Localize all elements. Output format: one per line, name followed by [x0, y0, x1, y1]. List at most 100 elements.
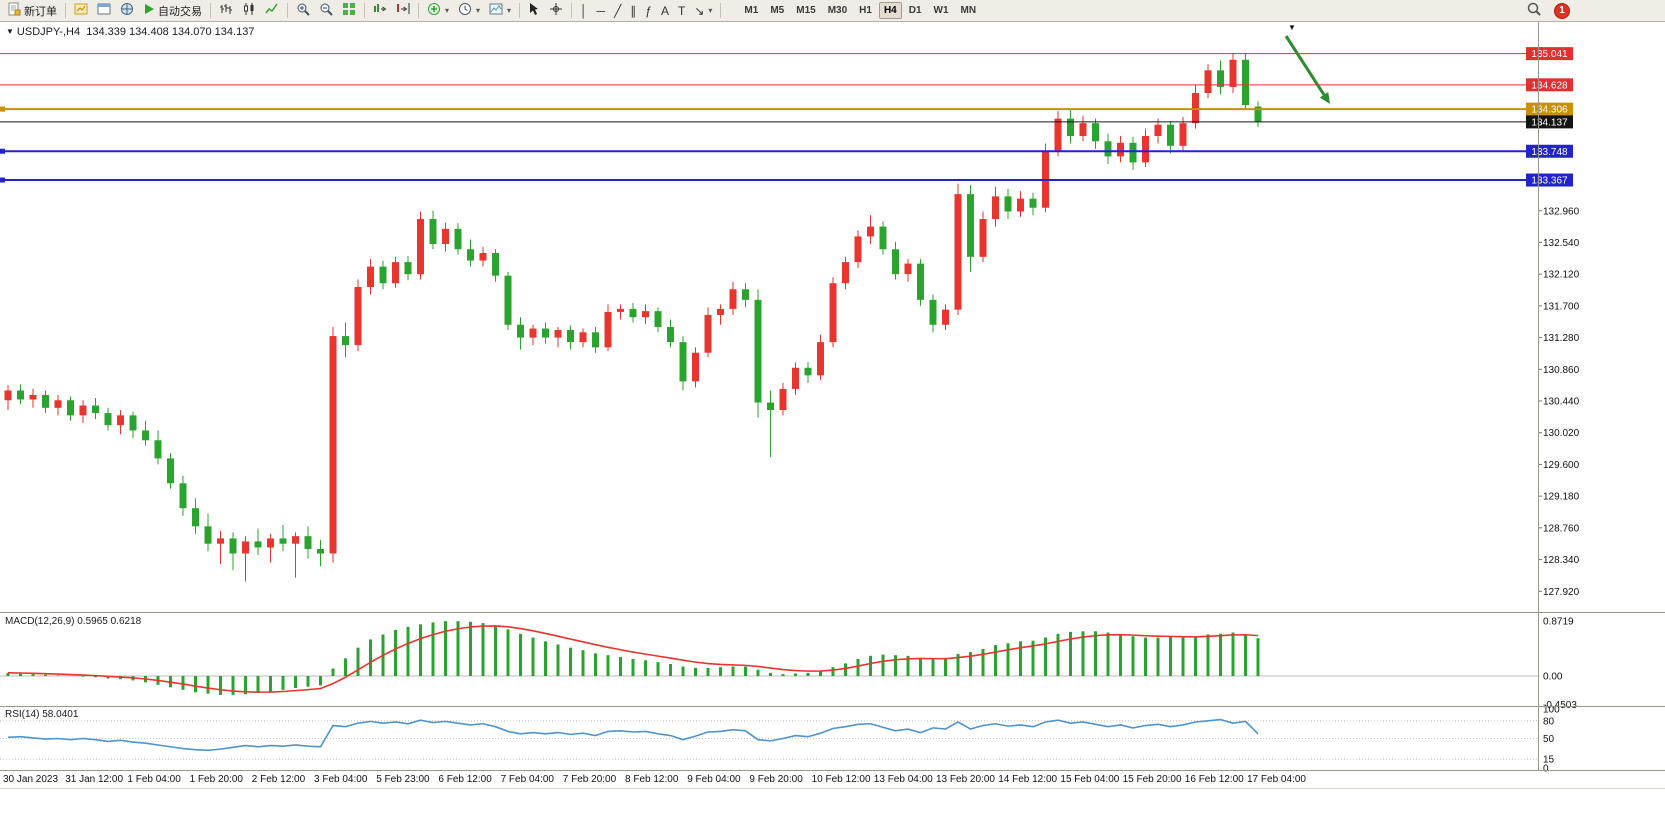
- timeframe-h1-button[interactable]: H1: [854, 2, 877, 19]
- svg-text:134.306: 134.306: [1531, 105, 1568, 116]
- tile-windows-button[interactable]: [338, 1, 360, 20]
- toolbar-separator: [720, 3, 722, 18]
- indicators-button[interactable]: ▾: [423, 1, 453, 20]
- trendline-tool-button[interactable]: ╱: [610, 1, 625, 20]
- svg-text:134.137: 134.137: [1531, 117, 1568, 128]
- svg-text:127.920: 127.920: [1543, 587, 1580, 598]
- rsi-line: [7, 718, 1259, 752]
- svg-text:31 Jan 12:00: 31 Jan 12:00: [65, 774, 123, 785]
- toolbar-separator: [418, 3, 419, 18]
- crosshair-icon: [549, 2, 563, 19]
- svg-text:133.748: 133.748: [1531, 147, 1568, 158]
- toolbar-separator: [287, 3, 288, 18]
- timeframe-toolbar: M1 M5 M15 M30 H1 H4 D1 W1 MN: [739, 2, 981, 19]
- candlestick-series: [4, 53, 1262, 582]
- macd-histogram: [6, 621, 1260, 695]
- timeframe-m1-button[interactable]: M1: [739, 2, 763, 19]
- bar-chart-mode-button[interactable]: [215, 1, 237, 20]
- crosshair-tool-button[interactable]: [545, 1, 567, 20]
- svg-text:8 Feb 12:00: 8 Feb 12:00: [625, 774, 679, 785]
- svg-text:13 Feb 20:00: 13 Feb 20:00: [936, 774, 995, 785]
- timeframe-m15-button[interactable]: M15: [791, 2, 820, 19]
- arrows-tool-button[interactable]: ↘ ▾: [690, 1, 716, 20]
- horizontal-line-tool-button[interactable]: ─: [593, 1, 610, 20]
- price-axis: 132.960 132.540 132.120 131.700 131.280 130.8…: [1538, 206, 1580, 598]
- timeframe-m5-button[interactable]: M5: [765, 2, 789, 19]
- svg-text:15 Feb 20:00: 15 Feb 20:00: [1123, 774, 1182, 785]
- chevron-down-icon: ▾: [507, 6, 512, 15]
- vertical-line-tool-button[interactable]: │: [576, 1, 592, 20]
- svg-text:135.041: 135.041: [1531, 49, 1568, 60]
- auto-scroll-button[interactable]: [369, 1, 391, 20]
- notification-badge[interactable]: 1: [1554, 2, 1570, 19]
- trend-arrow-annotation[interactable]: ▼: [1284, 23, 1330, 104]
- arrow-tool-icon: ↘: [694, 3, 705, 18]
- fibonacci-tool-button[interactable]: ƒ: [641, 1, 656, 20]
- new-order-button[interactable]: 新订单: [3, 1, 61, 20]
- chart-window-title: ▼ USDJPY-,H4 134.339 134.408 134.070 134.…: [6, 26, 254, 38]
- chart-shift-button[interactable]: [392, 1, 414, 20]
- add-indicator-icon: [427, 2, 441, 19]
- svg-text:134.628: 134.628: [1531, 80, 1568, 91]
- search-icon: [1526, 1, 1542, 20]
- svg-text:7 Feb 20:00: 7 Feb 20:00: [563, 774, 617, 785]
- annotation-anchor-marker: ▼: [1288, 23, 1296, 32]
- channel-tool-button[interactable]: ∥: [626, 1, 640, 20]
- label-tool-button[interactable]: T: [674, 1, 689, 20]
- zoom-in-button[interactable]: [292, 1, 314, 20]
- svg-text:1 Feb 04:00: 1 Feb 04:00: [127, 774, 181, 785]
- equidistant-channel-icon: ∥: [630, 3, 637, 18]
- tile-windows-icon: [342, 2, 356, 19]
- cursor-tool-button[interactable]: [524, 1, 544, 20]
- fibonacci-icon: ƒ: [645, 3, 652, 18]
- search-button[interactable]: [1522, 1, 1546, 20]
- trendline-icon: ╱: [614, 3, 622, 18]
- toolbar-separator: [210, 3, 211, 18]
- auto-scroll-icon: [373, 2, 387, 19]
- symbol-caret-icon: ▼: [6, 27, 14, 36]
- zoom-in-icon: [296, 2, 310, 19]
- svg-text:3 Feb 04:00: 3 Feb 04:00: [314, 774, 368, 785]
- label-tool-icon: T: [678, 3, 686, 18]
- svg-text:130.020: 130.020: [1543, 428, 1580, 439]
- timeframe-d1-button[interactable]: D1: [904, 2, 927, 19]
- navigator-icon: [120, 2, 134, 19]
- svg-text:80: 80: [1543, 716, 1555, 727]
- templates-button[interactable]: ▾: [485, 1, 515, 20]
- text-tool-button[interactable]: A: [657, 1, 673, 20]
- svg-text:100: 100: [1543, 705, 1560, 716]
- zoom-out-button[interactable]: [315, 1, 337, 20]
- navigator-button[interactable]: [116, 1, 138, 20]
- horizontal-line-icon: ─: [596, 3, 606, 18]
- timeframe-w1-button[interactable]: W1: [929, 2, 954, 19]
- svg-text:17 Feb 04:00: 17 Feb 04:00: [1247, 774, 1306, 785]
- toolbar-separator: [519, 3, 521, 18]
- cursor-icon: [528, 2, 540, 19]
- svg-text:1 Feb 20:00: 1 Feb 20:00: [190, 774, 244, 785]
- auto-trading-label: 自动交易: [158, 5, 202, 18]
- timeframe-m30-button[interactable]: M30: [823, 2, 852, 19]
- auto-trading-play-icon: [143, 3, 155, 18]
- time-axis: 30 Jan 2023 31 Jan 12:00 1 Feb 04:00 1 Feb …: [3, 774, 1306, 785]
- candlestick-mode-button[interactable]: [238, 1, 260, 20]
- candlestick-icon: [242, 2, 256, 19]
- market-watch-button[interactable]: [70, 1, 92, 20]
- data-window-button[interactable]: [93, 1, 115, 20]
- market-watch-icon: [74, 2, 88, 19]
- macd-indicator-title: MACD(12,26,9) 0.5965 0.6218: [5, 616, 142, 627]
- line-chart-mode-button[interactable]: [261, 1, 283, 20]
- svg-text:-0.4503: -0.4503: [1543, 700, 1577, 711]
- timeframe-mn-button[interactable]: MN: [956, 2, 982, 19]
- svg-text:131.700: 131.700: [1543, 301, 1580, 312]
- auto-trading-button[interactable]: 自动交易: [139, 1, 206, 20]
- timeframe-h4-button[interactable]: H4: [878, 2, 902, 19]
- svg-text:0.8719: 0.8719: [1543, 617, 1574, 628]
- chevron-down-icon: ▾: [476, 6, 481, 15]
- svg-text:6 Feb 12:00: 6 Feb 12:00: [438, 774, 492, 785]
- toolbar-separator: [65, 3, 66, 18]
- periods-button[interactable]: ▾: [454, 1, 484, 20]
- chevron-down-icon: ▾: [445, 6, 450, 15]
